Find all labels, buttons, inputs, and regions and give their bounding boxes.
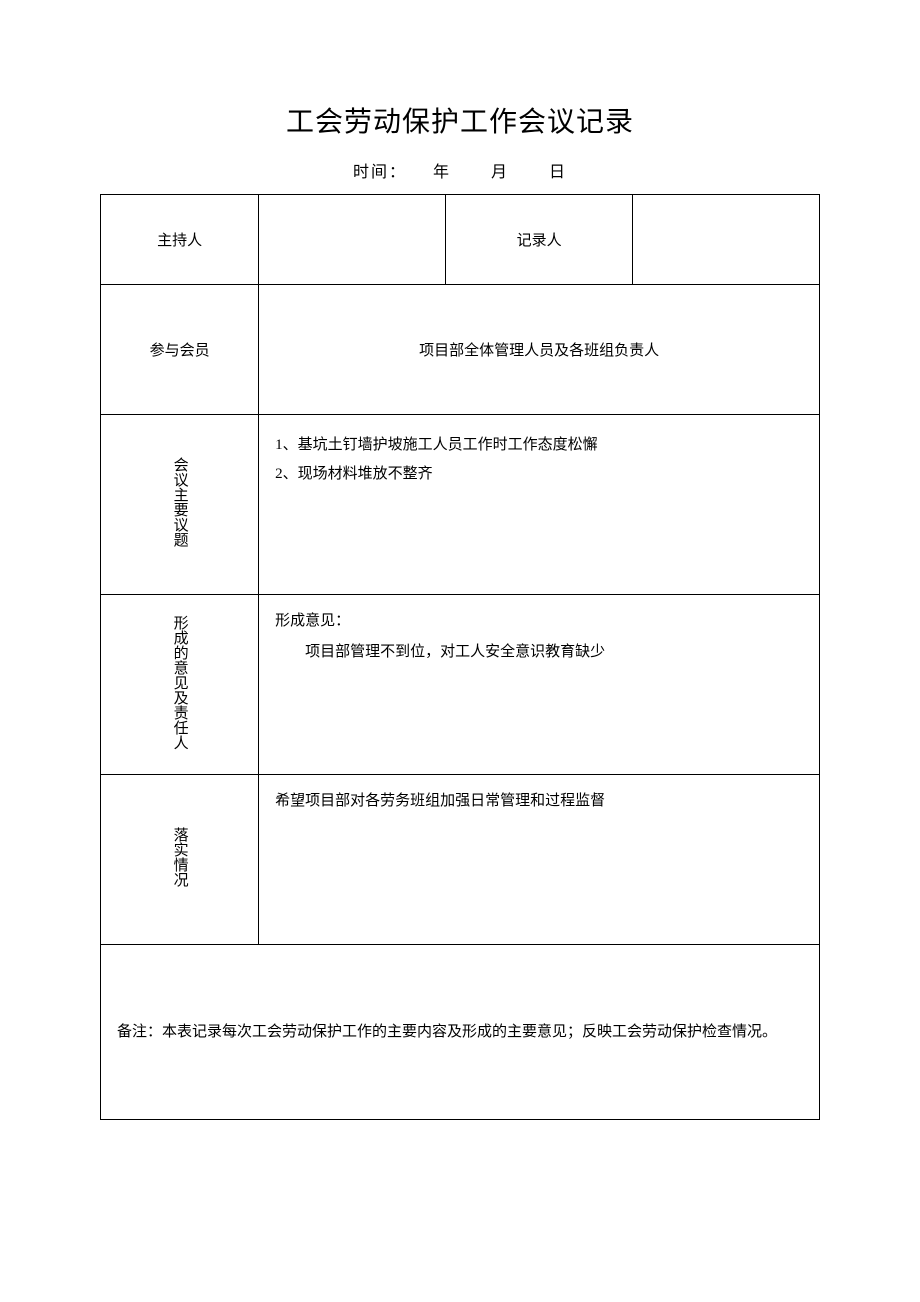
implementation-content-cell: 希望项目部对各劳务班组加强日常管理和过程监督 xyxy=(259,775,820,945)
table-row-topics: 会议主要议题 1、基坑土钉墙护坡施工人员工作时工作态度松懈 2、现场材料堆放不整… xyxy=(101,415,820,595)
date-year: 年 xyxy=(433,164,451,181)
opinion-label-cell: 形成的意见及责任人 xyxy=(101,595,259,775)
topics-label-cell: 会议主要议题 xyxy=(101,415,259,595)
date-label: 时间： xyxy=(353,164,407,181)
table-row-members: 参与会员 项目部全体管理人员及各班组负责人 xyxy=(101,285,820,415)
table-row-note: 备注：本表记录每次工会劳动保护工作的主要内容及形成的主要意见；反映工会劳动保护检… xyxy=(101,945,820,1120)
table-row-implementation: 落实情况 希望项目部对各劳务班组加强日常管理和过程监督 xyxy=(101,775,820,945)
implementation-label-text: 落实情况 xyxy=(171,827,189,887)
date-line: 时间： 年 月 日 xyxy=(100,158,820,182)
opinion-heading: 形成意见： xyxy=(275,607,803,636)
topics-line-2: 2、现场材料堆放不整齐 xyxy=(275,460,803,489)
opinion-content-cell: 形成意见： 项目部管理不到位，对工人安全意识教育缺少 xyxy=(259,595,820,775)
members-value-cell: 项目部全体管理人员及各班组负责人 xyxy=(259,285,820,415)
opinion-label-text: 形成的意见及责任人 xyxy=(171,615,189,750)
opinion-body: 项目部管理不到位，对工人安全意识教育缺少 xyxy=(275,638,803,667)
table-row-opinion: 形成的意见及责任人 形成意见： 项目部管理不到位，对工人安全意识教育缺少 xyxy=(101,595,820,775)
topics-label-text: 会议主要议题 xyxy=(171,457,189,547)
note-cell: 备注：本表记录每次工会劳动保护工作的主要内容及形成的主要意见；反映工会劳动保护检… xyxy=(101,945,820,1120)
topics-content-cell: 1、基坑土钉墙护坡施工人员工作时工作态度松懈 2、现场材料堆放不整齐 xyxy=(259,415,820,595)
recorder-value-cell xyxy=(633,195,820,285)
host-label-cell: 主持人 xyxy=(101,195,259,285)
recorder-label-cell: 记录人 xyxy=(446,195,633,285)
meeting-record-table: 主持人 记录人 参与会员 项目部全体管理人员及各班组负责人 会议主要议题 1、基… xyxy=(100,194,820,1120)
date-day: 日 xyxy=(549,164,567,181)
date-month: 月 xyxy=(491,164,509,181)
table-row-header: 主持人 记录人 xyxy=(101,195,820,285)
document-title: 工会劳动保护工作会议记录 xyxy=(100,100,820,140)
implementation-label-cell: 落实情况 xyxy=(101,775,259,945)
members-label-cell: 参与会员 xyxy=(101,285,259,415)
topics-line-1: 1、基坑土钉墙护坡施工人员工作时工作态度松懈 xyxy=(275,431,803,460)
host-value-cell xyxy=(259,195,446,285)
